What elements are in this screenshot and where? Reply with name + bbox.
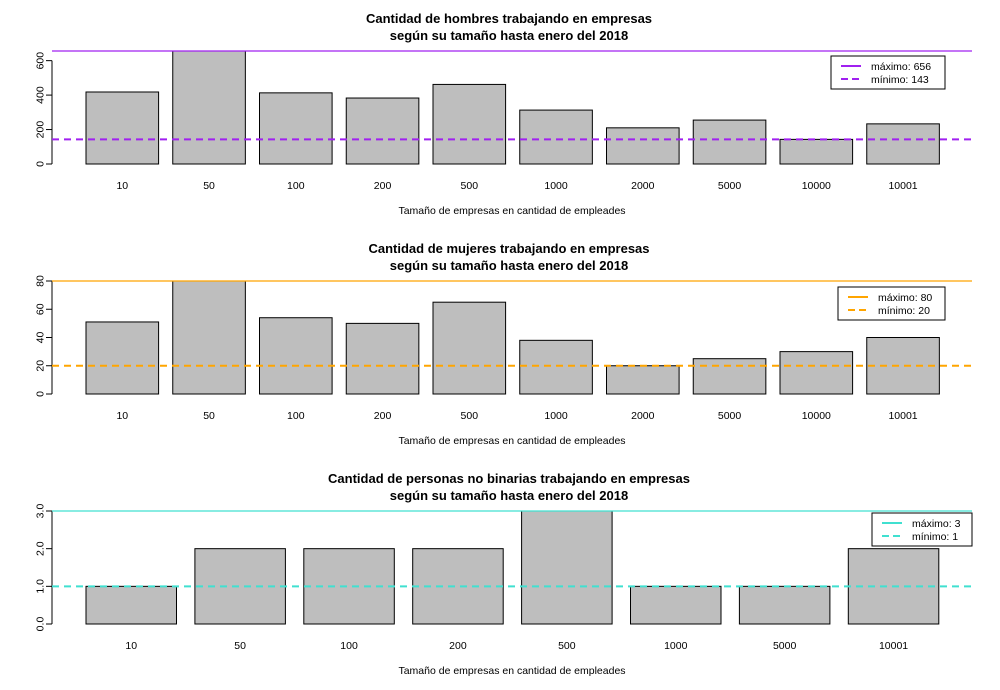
x-tick-label: 100	[340, 640, 358, 652]
x-tick-label: 10000	[802, 180, 831, 192]
bar	[519, 109, 593, 165]
legend-min-label: mínimo: 143	[871, 74, 929, 86]
x-tick-label: 10	[116, 410, 128, 422]
x-tick-label: 5000	[718, 410, 742, 422]
y-tick-label: 3.0	[35, 504, 47, 519]
bar	[259, 317, 333, 395]
bar	[259, 92, 333, 165]
x-tick-label: 10001	[888, 180, 917, 192]
x-tick-label: 1000	[664, 640, 688, 652]
x-tick-label: 10001	[888, 410, 917, 422]
x-axis-label: Tamaño de empresas en cantidad de emplea…	[398, 205, 625, 217]
bar	[606, 365, 680, 395]
x-tick-label: 1000	[544, 180, 568, 192]
bar	[692, 358, 767, 395]
x-tick-label: 1000	[544, 410, 568, 422]
panel-women: Cantidad de mujeres trabajando en empres…	[35, 241, 972, 447]
x-tick-label: 10	[116, 180, 128, 192]
x-tick-label: 50	[203, 180, 215, 192]
y-tick-label: 0	[35, 161, 47, 167]
y-tick-label: 60	[35, 303, 47, 315]
x-tick-label: 10	[125, 640, 137, 652]
bar	[85, 321, 160, 395]
legend-max-label: máximo: 3	[912, 518, 961, 530]
chart-title: Cantidad de mujeres trabajando en empres…	[368, 241, 649, 256]
x-tick-label: 10000	[802, 410, 831, 422]
x-tick-label: 200	[374, 180, 392, 192]
legend-max-label: máximo: 656	[871, 61, 931, 73]
bar	[432, 83, 507, 165]
bar	[85, 585, 177, 625]
y-tick-label: 40	[35, 332, 47, 344]
bar	[172, 50, 246, 165]
y-tick-label: 200	[35, 121, 47, 139]
y-tick-label: 20	[35, 360, 47, 372]
bar	[519, 339, 593, 395]
bar	[630, 585, 722, 625]
bar	[432, 301, 507, 395]
x-tick-label: 50	[234, 640, 246, 652]
bar	[345, 97, 420, 165]
y-tick-label: 2.0	[35, 541, 47, 556]
y-tick-label: 400	[35, 86, 47, 104]
y-tick-label: 1.0	[35, 579, 47, 594]
x-tick-label: 500	[558, 640, 576, 652]
x-tick-label: 50	[203, 410, 215, 422]
panel-non-binary: Cantidad de personas no binarias trabaja…	[35, 471, 973, 677]
chart-subtitle: según su tamaño hasta enero del 2018	[390, 258, 628, 273]
x-tick-label: 200	[374, 410, 392, 422]
bar	[606, 127, 680, 165]
bar	[692, 119, 767, 165]
bar	[85, 91, 160, 165]
x-tick-label: 2000	[631, 180, 655, 192]
x-tick-label: 5000	[773, 640, 797, 652]
x-tick-label: 10001	[879, 640, 908, 652]
x-axis-label: Tamaño de empresas en cantidad de emplea…	[398, 665, 625, 677]
bar	[866, 123, 940, 165]
bar	[779, 351, 854, 395]
bar	[345, 322, 420, 395]
legend-box	[837, 286, 946, 321]
x-tick-label: 5000	[718, 180, 742, 192]
y-tick-label: 80	[35, 275, 47, 287]
bar	[779, 138, 854, 165]
x-tick-label: 2000	[631, 410, 655, 422]
panel-men: Cantidad de hombres trabajando en empres…	[35, 11, 972, 217]
x-tick-label: 100	[287, 180, 305, 192]
chart-title: Cantidad de hombres trabajando en empres…	[366, 11, 652, 26]
x-tick-label: 100	[287, 410, 305, 422]
legend-min-label: mínimo: 1	[912, 531, 958, 543]
x-tick-label: 500	[461, 410, 479, 422]
bar	[738, 585, 831, 625]
legend-min-label: mínimo: 20	[878, 305, 930, 317]
bar	[172, 280, 246, 395]
y-tick-label: 600	[35, 52, 47, 70]
chart-title: Cantidad de personas no binarias trabaja…	[328, 471, 690, 486]
x-axis-label: Tamaño de empresas en cantidad de emplea…	[398, 435, 625, 447]
legend-max-label: máximo: 80	[878, 292, 932, 304]
x-tick-label: 500	[461, 180, 479, 192]
y-tick-label: 0	[35, 391, 47, 397]
bar	[866, 337, 940, 395]
bar	[521, 510, 613, 625]
legend-box	[830, 55, 946, 90]
y-tick-label: 0.0	[35, 617, 47, 632]
x-tick-label: 200	[449, 640, 467, 652]
chart-subtitle: según su tamaño hasta enero del 2018	[390, 28, 628, 43]
legend-box	[871, 512, 973, 547]
chart-subtitle: según su tamaño hasta enero del 2018	[390, 488, 628, 503]
